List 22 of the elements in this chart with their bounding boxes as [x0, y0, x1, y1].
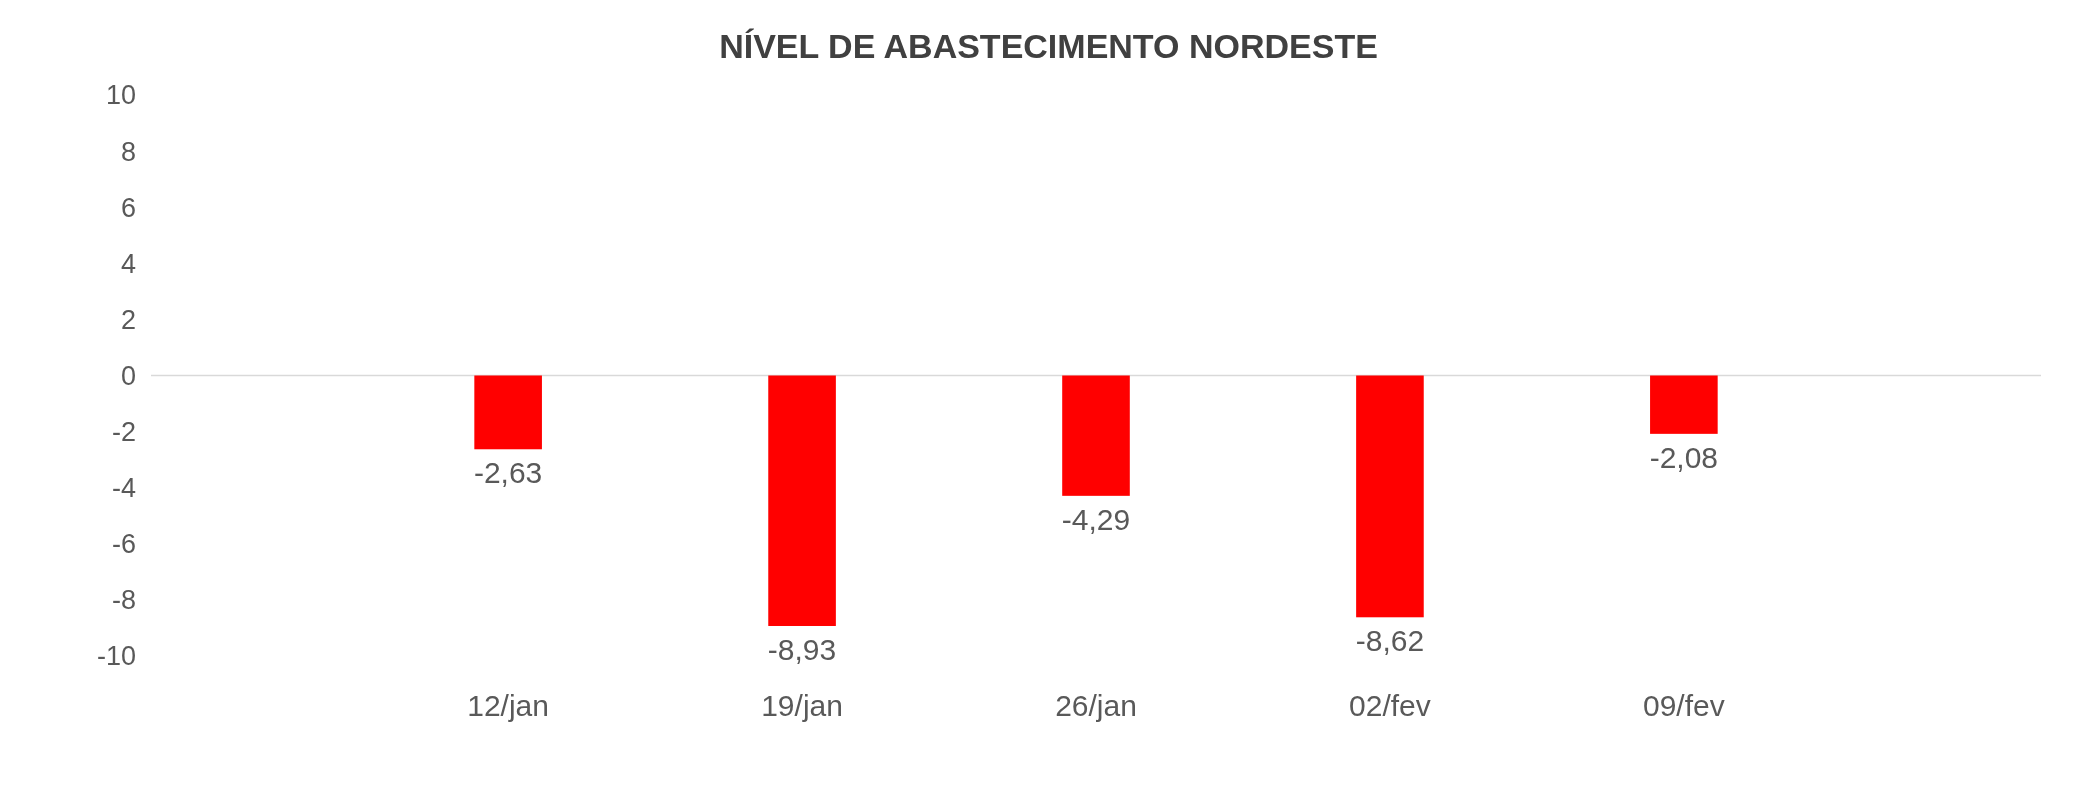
- y-tick-label: -4: [111, 473, 136, 504]
- x-tick-label: 19/jan: [761, 689, 843, 722]
- y-tick-label: -6: [111, 529, 136, 560]
- x-tick-label: 09/fev: [1643, 689, 1725, 722]
- y-tick-label: 2: [120, 304, 136, 335]
- chart-title: NÍVEL DE ABASTECIMENTO NORDESTE: [719, 27, 1378, 65]
- y-tick-label: 10: [105, 80, 136, 111]
- y-tick-label: 8: [120, 136, 136, 167]
- y-tick-label: 4: [120, 248, 136, 279]
- y-tick-label: 6: [120, 192, 136, 223]
- data-label: -2,08: [1649, 440, 1719, 474]
- data-label: -8,93: [767, 632, 837, 666]
- y-tick-label: -10: [96, 641, 136, 672]
- data-label: -2,63: [473, 456, 543, 490]
- y-tick-label: -8: [111, 585, 136, 616]
- y-tick-label: -2: [111, 417, 136, 448]
- x-tick-label: 12/jan: [467, 689, 550, 722]
- y-tick-label: 0: [120, 360, 136, 391]
- data-label: -4,29: [1061, 502, 1131, 536]
- data-label: -8,62: [1355, 624, 1425, 658]
- x-tick-label: 26/jan: [1055, 689, 1137, 722]
- x-tick-label: 02/fev: [1349, 689, 1431, 722]
